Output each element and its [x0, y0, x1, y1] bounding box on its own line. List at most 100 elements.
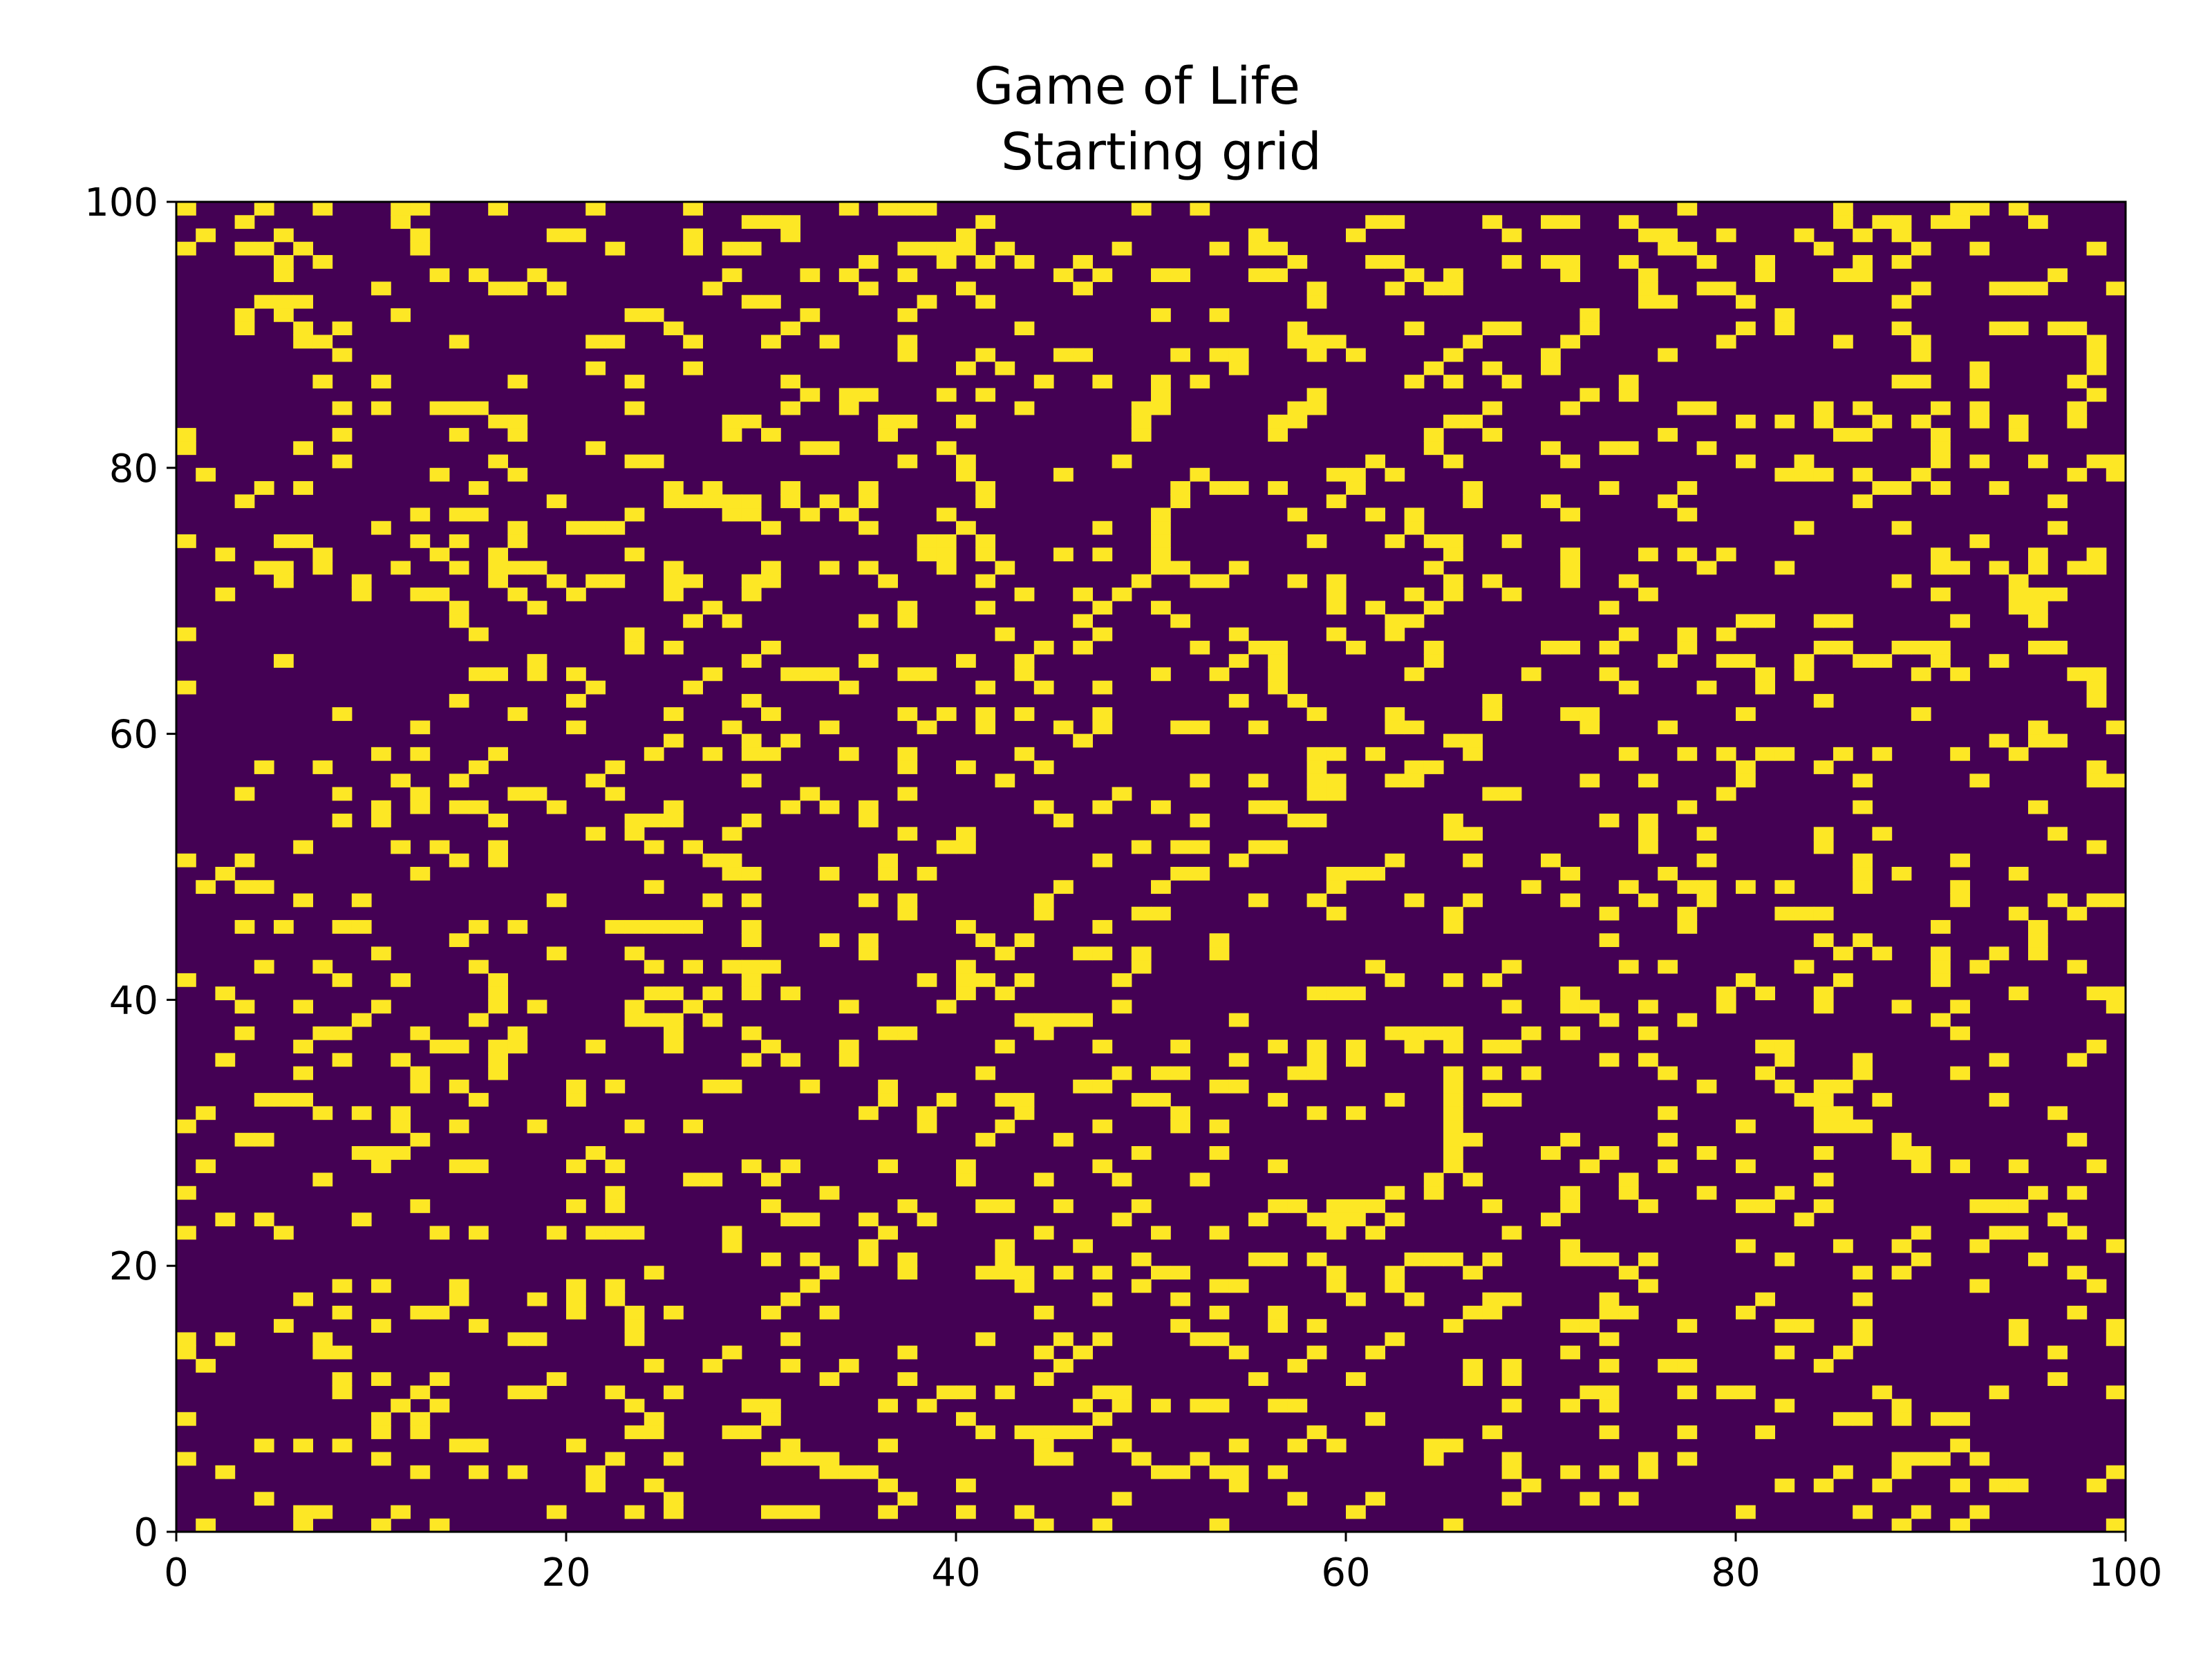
live-cell [1306, 893, 1327, 908]
live-cell [312, 959, 333, 974]
live-cell [741, 241, 762, 256]
live-cell [1599, 1425, 1620, 1439]
live-cell [1365, 1226, 1385, 1240]
live-cell [1268, 1040, 1288, 1053]
live-cell [1423, 281, 1444, 296]
live-cell [1131, 840, 1152, 854]
live-cell [859, 614, 879, 628]
live-cell [332, 401, 353, 415]
live-cell [234, 241, 255, 256]
live-cell [1501, 1093, 1522, 1107]
live-cell [995, 774, 1015, 788]
live-cell [800, 1212, 821, 1227]
live-cell [1755, 1199, 1775, 1213]
live-cell [1033, 800, 1054, 814]
live-cell [332, 321, 353, 335]
live-cell [1014, 1279, 1035, 1293]
live-cell [469, 667, 489, 682]
live-cell [234, 787, 255, 801]
live-cell [1755, 268, 1775, 283]
live-cell [1891, 1518, 1912, 1533]
live-cell [1599, 667, 1620, 682]
live-cell [1423, 361, 1444, 375]
live-cell [2086, 986, 2107, 1000]
live-cell [391, 215, 411, 229]
live-cell [1404, 375, 1425, 388]
live-cell [1931, 654, 1951, 668]
live-cell [1228, 627, 1249, 641]
live-cell [702, 281, 723, 296]
live-cell [2008, 202, 2029, 216]
live-cell [1209, 481, 1230, 495]
live-cell [1931, 973, 1951, 987]
live-cell [1677, 241, 1698, 256]
live-cell [624, 375, 645, 388]
live-cell [1287, 507, 1308, 522]
live-cell [1404, 321, 1425, 335]
live-cell [936, 547, 957, 562]
live-cell [1501, 1492, 1522, 1506]
live-cell [780, 1159, 800, 1174]
live-cell [332, 707, 353, 721]
live-cell [1073, 1345, 1093, 1360]
live-cell [1950, 880, 1970, 894]
live-cell [2008, 867, 2029, 881]
live-cell [1716, 335, 1736, 349]
live-cell [1658, 241, 1678, 256]
live-cell [1501, 375, 1522, 388]
live-cell [1306, 335, 1327, 349]
live-cell [1014, 667, 1035, 682]
live-cell [605, 1079, 626, 1094]
live-cell [1658, 1358, 1678, 1373]
live-cell [1326, 867, 1347, 881]
live-cell [1112, 787, 1132, 801]
live-cell [780, 986, 800, 1000]
live-cell [488, 853, 508, 868]
live-cell [1209, 1305, 1230, 1320]
live-cell [1618, 1305, 1639, 1320]
live-cell [1365, 1345, 1385, 1360]
live-cell [546, 281, 567, 296]
live-cell [1306, 760, 1327, 774]
live-cell [2067, 375, 2088, 388]
live-cell [1716, 787, 1736, 801]
live-cell [1677, 1425, 1698, 1439]
live-cell [1950, 1518, 1970, 1533]
live-cell [995, 1040, 1015, 1053]
live-cell [1891, 1239, 1912, 1253]
live-cell [1463, 853, 1483, 868]
live-cell [897, 335, 918, 349]
live-cell [838, 507, 859, 522]
live-cell [780, 321, 800, 335]
live-cell [312, 202, 333, 216]
live-cell [1306, 774, 1327, 788]
live-cell [1853, 1332, 1873, 1347]
live-cell [741, 1398, 762, 1413]
live-cell [1833, 268, 1853, 283]
live-cell [995, 1093, 1015, 1107]
live-cell [332, 1026, 353, 1040]
live-cell [1443, 375, 1463, 388]
live-cell [2067, 667, 2088, 682]
live-cell [956, 281, 976, 296]
live-cell [546, 494, 567, 509]
live-cell [1014, 1093, 1035, 1107]
live-cell [1170, 494, 1190, 509]
live-cell [527, 1119, 547, 1134]
live-cell [975, 1425, 995, 1439]
live-cell [1443, 906, 1463, 921]
live-cell [1073, 946, 1093, 961]
y-tick-label: 40 [109, 978, 158, 1023]
live-cell [1268, 1465, 1288, 1479]
live-cell [859, 1212, 879, 1227]
live-cell [644, 747, 664, 761]
live-cell [1463, 1358, 1483, 1373]
live-cell [897, 906, 918, 921]
live-cell [722, 494, 742, 509]
live-cell [585, 1479, 606, 1492]
live-cell [1112, 1000, 1132, 1014]
live-cell [1599, 1013, 1620, 1027]
live-cell [1306, 1040, 1327, 1053]
live-cell [1580, 1385, 1600, 1400]
live-cell [1501, 787, 1522, 801]
